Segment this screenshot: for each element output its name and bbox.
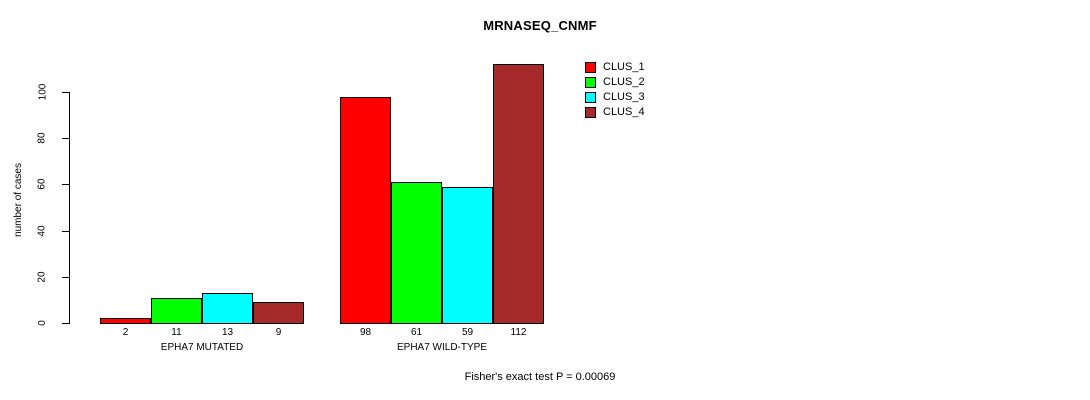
bar-value-label: 2	[122, 327, 129, 338]
bar-value-label: 59	[461, 327, 474, 338]
bar-value-label: 9	[275, 327, 282, 338]
legend-color-swatch	[585, 92, 596, 103]
legend-item: CLUS_3	[585, 90, 705, 105]
statistic-annotation: Fisher's exact test P = 0.00069	[464, 371, 616, 383]
y-axis-tick	[62, 323, 70, 324]
bar-value-label: 13	[221, 327, 234, 338]
bar	[340, 96, 391, 324]
bar-value-label: 112	[510, 327, 527, 338]
legend: CLUS_1 CLUS_2 CLUS_3 CLUS_4	[585, 60, 705, 120]
x-axis-group-label: EPHA7 WILD-TYPE	[396, 342, 488, 353]
bar	[202, 292, 253, 324]
legend-color-swatch	[585, 77, 596, 88]
bar	[391, 182, 442, 324]
legend-item-label: CLUS_1	[603, 61, 645, 73]
bar-value-label: 98	[359, 327, 372, 338]
y-axis-tick	[62, 92, 70, 93]
bar	[493, 64, 544, 324]
legend-item-label: CLUS_4	[603, 106, 645, 118]
bar-value-label: 61	[410, 327, 423, 338]
y-axis-tick	[62, 138, 70, 140]
y-axis-tick	[62, 276, 70, 278]
page-title: MRNASEQ_CNMF	[483, 18, 597, 33]
legend-color-swatch	[585, 62, 596, 73]
bar	[100, 318, 151, 324]
legend-color-swatch	[585, 107, 596, 118]
bar	[442, 186, 493, 324]
bar	[151, 297, 202, 324]
legend-item: CLUS_2	[585, 75, 705, 90]
legend-item: CLUS_1	[585, 60, 705, 75]
y-axis-line	[69, 92, 70, 324]
legend-item: CLUS_4	[585, 105, 705, 120]
bar-value-label: 11	[171, 327, 182, 338]
legend-item-label: CLUS_2	[603, 76, 645, 88]
y-axis-tick	[62, 184, 70, 186]
y-axis-tick	[62, 230, 70, 232]
x-axis-group-label: EPHA7 MUTATED	[160, 342, 244, 353]
bar	[253, 302, 304, 324]
legend-item-label: CLUS_3	[603, 91, 645, 103]
